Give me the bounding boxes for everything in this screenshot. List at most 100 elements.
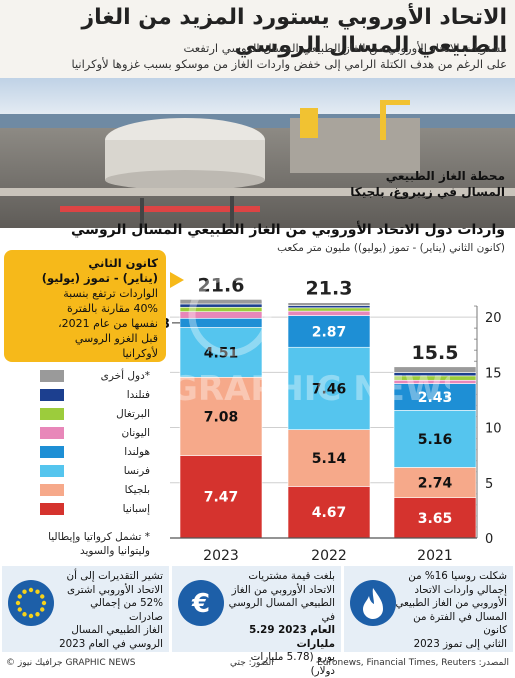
eu-star	[28, 587, 34, 593]
legend-label: اليونان	[121, 427, 150, 439]
data-label: 7.46	[312, 381, 347, 397]
photo-caption-line-1: محطة الغاز الطبيعي	[385, 169, 505, 183]
legend-item: اليونان	[40, 427, 150, 441]
subtitle-line-1: مشتريات الاتحاد الأوروبي من الغاز الطبيع…	[183, 41, 507, 55]
bar-segment	[393, 375, 477, 381]
stacked-bar-chart: 051015207.477.084.510.8321.620234.675.14…	[138, 274, 502, 564]
bubble-line-2: 40% مقارنة بالفترة	[66, 302, 158, 315]
page-subtitle: مشتريات الاتحاد الأوروبي من الغاز الطبيع…	[7, 40, 507, 72]
bar-segment	[287, 305, 371, 309]
legend-item: إسبانيا	[40, 503, 150, 517]
info-panel-russia-share: شكلت روسيا 16% من إجمالي واردات الاتحاد …	[344, 566, 513, 652]
eu-star	[28, 613, 34, 619]
eu-star	[35, 589, 40, 594]
data-label: 7.08	[204, 409, 239, 425]
panel-line: الثاني إلى تموز 2023	[413, 637, 507, 650]
bar-segment	[287, 310, 371, 316]
y-tick-label: 15	[485, 366, 502, 381]
bar-segment	[179, 318, 263, 328]
photo-caption: محطة الغاز الطبيعي المسال في زيبروغ، بلج…	[350, 168, 505, 200]
bubble-line-4: قبل الغزو الروسي	[74, 332, 158, 345]
bar-segment	[393, 366, 477, 373]
photo-caption-line-2: المسال في زيبروغ، بلجيكا	[350, 185, 505, 199]
y-tick-label: 20	[485, 311, 502, 326]
eu-star	[40, 594, 45, 599]
panel-line: العام 2023 5.29 مليارات	[249, 624, 335, 650]
y-tick-label: 0	[485, 532, 493, 547]
data-label: 2.87	[312, 324, 347, 340]
legend-label: فنلندا	[126, 389, 150, 401]
svg-text:€: €	[191, 589, 210, 619]
info-panel-text: شكلت روسيا 16% من إجمالي واردات الاتحاد …	[395, 570, 507, 651]
legend-item: البرتغال	[40, 408, 150, 422]
eu-star	[22, 612, 27, 617]
panel-line: الغاز الطبيعي المسال	[71, 624, 163, 636]
eu-star	[40, 607, 45, 612]
legend-label: البرتغال	[116, 408, 150, 420]
photo-credit: الصور: جتي	[230, 658, 274, 668]
panel-line: الأوروبي من الغاز الطبيعي	[395, 597, 507, 609]
data-label: 7.47	[204, 490, 239, 506]
subtitle-line-2: على الرغم من هدف الكتلة الرامي إلى خفض و…	[71, 57, 507, 71]
highlight-bubble: كانون الثاني (يناير) - تموز (يوليو) الوا…	[4, 250, 166, 362]
legend-swatch	[40, 484, 64, 496]
legend-label: دول أخرى*	[100, 370, 150, 382]
bubble-line-5: لأوكرانيا	[122, 347, 158, 360]
legend-item: فرنسا	[40, 465, 150, 479]
total-label: 21.6	[198, 274, 245, 296]
panel-line: بلغت قيمة مشتريات	[248, 570, 335, 582]
eu-star	[15, 600, 21, 606]
eu-star	[17, 594, 22, 599]
page-title: الاتحاد الأوروبي يستورد المزيد من الغاز …	[81, 5, 508, 58]
bubble-line-1: الواردات ترتفع بنسبة	[63, 287, 158, 300]
bar-segment	[287, 486, 371, 539]
bubble-heading-2: (يناير) - تموز (يوليو)	[41, 271, 158, 285]
bubble-heading-1: كانون الثاني	[88, 256, 158, 270]
bar-segment	[287, 429, 371, 487]
panel-line: الاتحاد الأوروبي من الغاز	[231, 583, 335, 596]
bar-segment	[179, 376, 263, 456]
legend-note-line-2: وليتوانيا والسويد	[80, 545, 150, 557]
copyright: © جرافيك نيوز GRAPHIC NEWS	[6, 658, 136, 668]
header: الاتحاد الأوروبي يستورد المزيد من الغاز …	[0, 0, 515, 78]
legend-swatch	[40, 465, 64, 477]
info-panel-exports-share: تشير التقديرات إلى أن الاتحاد الأوروبي ا…	[2, 566, 169, 652]
panel-line: تشير التقديرات إلى أن	[66, 570, 163, 582]
legend-item: دول أخرى*	[40, 370, 150, 384]
panel-line: الطبيعي المسال الروسي في	[228, 597, 335, 623]
info-panel-text: بلغت قيمة مشتريات الاتحاد الأوروبي من ال…	[223, 570, 335, 678]
panel-line: الروسي في العام 2023	[59, 637, 163, 650]
legend-item: بلجيكا	[40, 484, 150, 498]
bar-segment	[393, 372, 477, 377]
total-label: 21.3	[306, 278, 353, 300]
legend-label: إسبانيا	[122, 503, 150, 515]
total-label: 15.5	[412, 342, 459, 364]
x-tick-label: 2021	[417, 548, 453, 564]
bubble-pointer	[170, 272, 184, 288]
eu-star	[17, 607, 22, 612]
bar-segment	[287, 307, 371, 312]
chart-title: واردات دول الاتحاد الأوروبي من الغاز الط…	[71, 222, 505, 238]
bar-segment	[179, 311, 263, 319]
y-tick-label: 5	[485, 477, 493, 492]
legend-swatch	[40, 446, 64, 458]
legend-label: بلجيكا	[124, 484, 150, 496]
bar-segment	[179, 327, 263, 378]
eu-star	[35, 612, 40, 617]
bar-segment	[393, 383, 477, 411]
data-label: 4.51	[204, 345, 239, 361]
legend-swatch	[40, 370, 64, 382]
bar-segment	[393, 497, 477, 539]
x-tick-label: 2022	[311, 548, 347, 564]
bubble-line-3: نفسها من عام 2021،	[58, 317, 158, 330]
bar-segment	[179, 303, 263, 308]
data-label: 5.16	[418, 432, 453, 448]
panel-line: الاتحاد الأوروبي اشترى	[67, 583, 163, 596]
panel-line: شكلت روسيا 16% من	[408, 570, 507, 582]
bar-segment	[287, 315, 371, 348]
legend-footnote: * تشمل كرواتيا وإيطاليا وليتوانيا والسوي…	[10, 530, 150, 558]
legend-label: هولندا	[124, 446, 150, 458]
info-panel-text: تشير التقديرات إلى أن الاتحاد الأوروبي ا…	[53, 570, 163, 651]
chart-subtitle: (كانون الثاني (يناير) - تموز (يوليو)) مل…	[277, 242, 505, 254]
bar-segment	[287, 302, 371, 306]
